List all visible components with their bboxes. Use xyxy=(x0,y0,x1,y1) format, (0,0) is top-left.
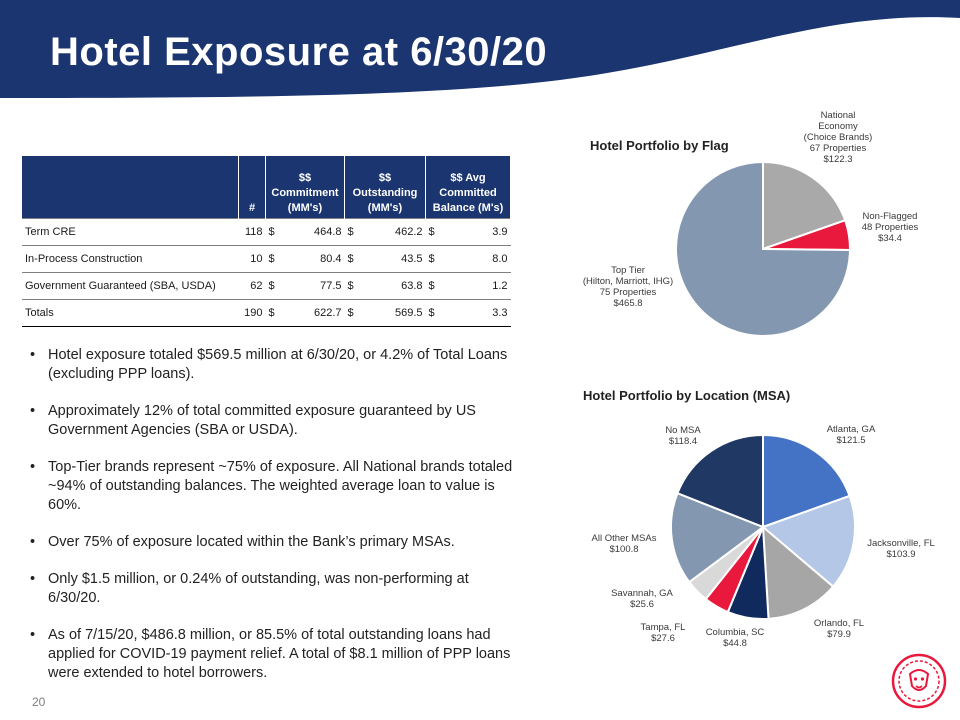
pie-slice-label: All Other MSAs $100.8 xyxy=(592,533,657,555)
row-label: Government Guaranteed (SBA, USDA) xyxy=(22,272,239,300)
table-totals-row: Totals 190 $622.7 $569.5 $3.3 xyxy=(22,299,511,327)
lion-logo-icon xyxy=(891,653,947,709)
flag-chart-title: Hotel Portfolio by Flag xyxy=(590,138,729,153)
bullet-dot-icon: • xyxy=(30,403,36,419)
row-count: 190 xyxy=(238,299,266,327)
table-header-outstanding: $$ Outstanding (MM's) xyxy=(344,156,426,219)
pie-slice xyxy=(761,524,835,620)
table-header-label xyxy=(22,156,239,219)
pie-slice-label: Atlanta, GA $121.5 xyxy=(827,424,876,446)
bullet-dot-icon: • xyxy=(30,571,36,587)
row-count: 118 xyxy=(238,218,266,246)
bullet-dot-icon: • xyxy=(30,627,36,643)
bullet-dot-icon: • xyxy=(30,534,36,550)
row-commitment: $80.4 xyxy=(265,245,345,273)
bullet-item: • Top-Tier brands represent ~75% of expos… xyxy=(30,459,513,513)
table-header-row: # $$ Commitment (MM's) $$ Outstanding (MM's)… xyxy=(22,156,511,219)
page-number: 20 xyxy=(32,695,46,709)
bullet-item: • Approximately 12% of total committed ex… xyxy=(30,403,476,438)
bullet-dot-icon: • xyxy=(30,459,36,475)
header-banner xyxy=(0,0,960,98)
pie-slice-label: Jacksonville, FL $103.9 xyxy=(867,538,935,560)
pie-slice xyxy=(670,491,766,584)
table-header-count: # xyxy=(238,156,266,219)
pie-slice xyxy=(762,433,851,529)
pie-slice-label: Columbia, SC $44.8 xyxy=(706,627,765,649)
pie-slice xyxy=(761,494,856,588)
row-outstanding: $569.5 xyxy=(344,299,426,327)
row-label: In-Process Construction xyxy=(22,245,239,273)
pie-slice-label: Non-Flagged 48 Properties $34.4 xyxy=(862,211,919,244)
table-header-commitment: $$ Commitment (MM's) xyxy=(265,156,345,219)
pie-slice xyxy=(675,160,852,337)
pie-slice-label: Tampa, FL $27.6 xyxy=(641,622,686,644)
location-chart-title: Hotel Portfolio by Location (MSA) xyxy=(583,388,791,403)
location-pie: Atlanta, GA $121.5 Jacksonville, FL $103.9 O… xyxy=(592,424,935,649)
table-row: Term CRE 118 $464.8 $462.2 $3.9 xyxy=(22,218,511,246)
flag-pie: National Economy (Choice Brands) 67 Propert… xyxy=(583,110,919,337)
bullet-dot-icon: • xyxy=(30,347,36,363)
row-commitment: $464.8 xyxy=(265,218,345,246)
pie-slice-label: Savannah, GA $25.6 xyxy=(611,588,673,610)
summary-bullets: • Hotel exposure totaled $569.5 million a… xyxy=(30,346,520,701)
pie-slice xyxy=(676,433,764,529)
row-commitment: $77.5 xyxy=(265,272,345,300)
pie-slice-label: Orlando, FL $79.9 xyxy=(814,618,864,640)
bullet-item: • Over 75% of exposure located within the… xyxy=(30,534,455,550)
table-row: In-Process Construction 10 $80.4 $43.5 $… xyxy=(22,245,511,273)
table-header-avg-balance: $$ Avg Committed Balance (M's) xyxy=(425,156,511,219)
row-avg-balance: $3.3 xyxy=(425,299,511,327)
pie-slice-label: Top Tier (Hilton, Marriott, IHG) 75 Proper… xyxy=(583,265,673,309)
hotel-exposure-table: # $$ Commitment (MM's) $$ Outstanding (MM's)… xyxy=(22,156,511,327)
page-title: Hotel Exposure at 6/30/20 xyxy=(50,30,548,74)
table-row: Government Guaranteed (SBA, USDA) 62 $77… xyxy=(22,272,511,300)
bullet-item: • Only $1.5 million, or 0.24% of outstand… xyxy=(30,571,469,606)
row-outstanding: $43.5 xyxy=(344,245,426,273)
row-label: Totals xyxy=(22,299,239,327)
bullet-item: • As of 7/15/20, $486.8 million, or 85.5%… xyxy=(30,627,511,681)
row-count: 10 xyxy=(238,245,266,273)
pie-slice-label: National Economy (Choice Brands) 67 Propert… xyxy=(804,110,873,165)
pie-slice-label: No MSA $118.4 xyxy=(665,425,701,447)
bullet-item: • Hotel exposure totaled $569.5 million a… xyxy=(30,347,508,382)
row-commitment: $622.7 xyxy=(265,299,345,327)
row-label: Term CRE xyxy=(22,218,239,246)
